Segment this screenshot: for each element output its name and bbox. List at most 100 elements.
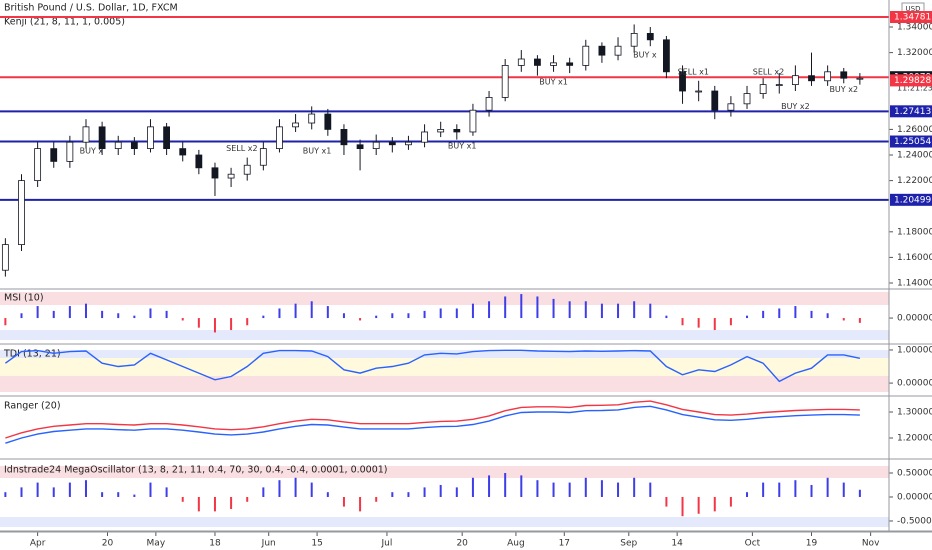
histogram-bar xyxy=(20,487,23,497)
x-tick-label: May xyxy=(147,539,166,549)
candle-body xyxy=(437,129,445,133)
signal-label: BUY x xyxy=(80,147,104,156)
histogram-bar xyxy=(117,492,120,497)
histogram-bar xyxy=(439,308,442,319)
countdown: 11:21:23 xyxy=(897,84,932,93)
histogram-bar xyxy=(101,492,104,497)
histogram-bar xyxy=(230,496,233,509)
histogram-bar xyxy=(665,315,668,319)
histogram-bar xyxy=(101,310,104,319)
histogram-bar xyxy=(359,496,362,512)
histogram-bar xyxy=(552,482,555,497)
histogram-bar xyxy=(133,315,136,319)
currency: USD xyxy=(906,5,921,13)
histogram-bar xyxy=(633,477,636,497)
histogram-bar xyxy=(213,496,216,512)
x-tick-label: 20 xyxy=(456,539,468,549)
signal-label: SELL x2 xyxy=(226,144,257,153)
histogram-bar xyxy=(697,496,700,514)
level-label-box xyxy=(890,193,932,206)
histogram-bar xyxy=(746,315,749,319)
indicator-title: Kenji (21, 8, 11, 1, 0.005) xyxy=(4,17,125,28)
panel-title: Ranger (20) xyxy=(4,401,61,412)
histogram-bar xyxy=(778,308,781,319)
x-tick-label: 19 xyxy=(806,539,818,549)
y-tick-label: 1.14000 xyxy=(897,279,932,289)
histogram-bar xyxy=(326,492,329,497)
candle-body xyxy=(727,103,735,111)
candle-body xyxy=(292,122,299,128)
histogram-bar xyxy=(617,303,620,319)
candle-body xyxy=(598,45,606,56)
histogram-bar xyxy=(520,294,523,319)
histogram-bar xyxy=(455,308,458,319)
candle-body xyxy=(808,75,815,82)
histogram-bar xyxy=(133,494,136,497)
level-label-box xyxy=(890,74,932,87)
histogram-bar xyxy=(681,496,684,517)
y-tick-label: 1.26000 xyxy=(897,125,932,135)
histogram-bar xyxy=(713,496,716,512)
candle-body xyxy=(98,126,106,150)
histogram-bar xyxy=(4,318,7,326)
candle-body xyxy=(50,148,58,162)
histogram-bar xyxy=(520,475,523,497)
histogram-bar xyxy=(778,482,781,497)
indicator-line xyxy=(5,400,860,439)
candle-body xyxy=(469,109,477,133)
histogram-bar xyxy=(488,301,491,319)
level-label: 1.34781 xyxy=(894,13,931,23)
candle-body xyxy=(421,131,428,143)
level-label: 1.20499 xyxy=(894,195,931,205)
indicator-line xyxy=(4,349,861,383)
y-tick-label: 1.32000 xyxy=(897,48,932,58)
x-tick-label: 14 xyxy=(671,539,683,549)
candle-body xyxy=(82,126,90,143)
histogram-bar xyxy=(278,480,281,497)
x-tick-label: Oct xyxy=(745,539,761,549)
histogram-bar xyxy=(681,318,684,326)
histogram-bar xyxy=(262,315,265,319)
histogram-bar xyxy=(826,477,829,497)
histogram-bar xyxy=(342,313,345,319)
y-tick-label: 0.00000 xyxy=(897,379,932,389)
histogram-bar xyxy=(68,306,71,319)
histogram-bar xyxy=(326,306,329,319)
zone-band xyxy=(0,330,889,340)
x-tick-label: Jul xyxy=(381,539,393,549)
y-tick-label: 1.24000 xyxy=(897,151,932,161)
y-tick-label: 0.50000 xyxy=(897,468,932,478)
signal-label: SELL x1 xyxy=(678,67,709,76)
candle-body xyxy=(147,126,154,150)
histogram-bar xyxy=(375,496,378,502)
histogram-bar xyxy=(762,310,765,319)
candle-body xyxy=(646,33,654,41)
candle-body xyxy=(566,62,574,66)
x-tick-label: Aug xyxy=(507,539,525,549)
level-label: 1.29828 xyxy=(894,76,931,86)
candle-body xyxy=(743,93,751,105)
histogram-bar xyxy=(359,318,362,321)
histogram-bar xyxy=(310,482,313,497)
signal-label: BUY x1 xyxy=(448,142,477,151)
y-tick-label: 1.34000 xyxy=(897,23,932,33)
candle-body xyxy=(775,84,783,87)
candle-body xyxy=(66,141,74,162)
x-tick-label: Sep xyxy=(620,539,637,549)
histogram-bar xyxy=(84,480,87,497)
histogram-bar xyxy=(649,303,652,319)
candle-body xyxy=(372,141,380,150)
histogram-bar xyxy=(423,487,426,497)
candle-body xyxy=(663,39,670,73)
histogram-bar xyxy=(471,477,474,497)
y-tick-label: 1.00000 xyxy=(897,345,932,355)
histogram-bar xyxy=(858,318,861,323)
histogram-bar xyxy=(729,318,732,326)
x-tick-label: 17 xyxy=(559,539,570,549)
histogram-bar xyxy=(181,496,184,502)
candle-body xyxy=(356,144,364,150)
x-tick-label: 15 xyxy=(311,539,322,549)
histogram-bar xyxy=(536,296,539,319)
candle-body xyxy=(276,126,283,150)
